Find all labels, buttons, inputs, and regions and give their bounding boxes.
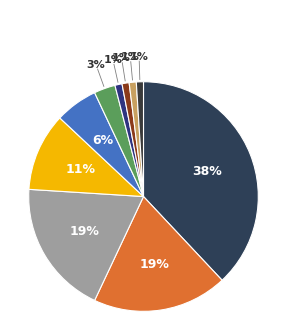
Text: 19%: 19% [139, 258, 169, 271]
Wedge shape [29, 118, 144, 197]
Text: 19%: 19% [69, 225, 99, 238]
Text: 11%: 11% [65, 163, 95, 176]
Text: 1%: 1% [104, 55, 122, 65]
Wedge shape [29, 189, 144, 301]
Wedge shape [95, 85, 144, 197]
Text: 3%: 3% [87, 60, 105, 70]
Text: 1%: 1% [112, 53, 131, 63]
Wedge shape [129, 82, 144, 197]
Text: 38%: 38% [193, 165, 222, 178]
Wedge shape [144, 82, 258, 280]
Wedge shape [115, 84, 144, 197]
Text: 1%: 1% [121, 52, 140, 62]
Wedge shape [95, 197, 222, 311]
Wedge shape [60, 93, 144, 197]
Wedge shape [136, 82, 144, 197]
Text: 6%: 6% [92, 134, 114, 147]
Text: 1%: 1% [130, 52, 149, 61]
Wedge shape [122, 83, 144, 197]
